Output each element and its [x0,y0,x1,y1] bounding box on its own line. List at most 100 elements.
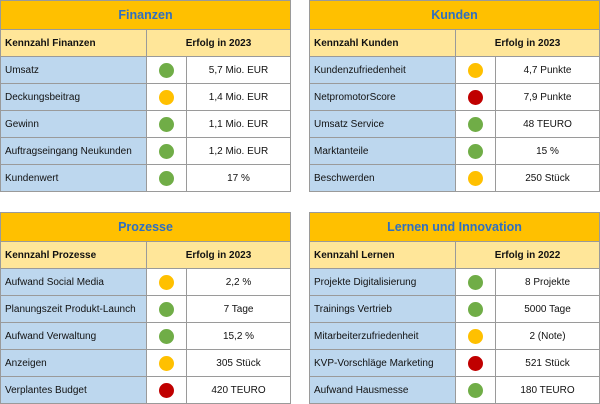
kpi-label: Aufwand Verwaltung [0,322,147,350]
kpi-label: Anzeigen [0,349,147,377]
kpi-label: Verplantes Budget [0,376,147,404]
status-indicator-icon [159,170,174,186]
table-row: Verplantes Budget 420 TEURO [0,376,292,404]
table-row: KVP-Vorschläge Marketing 521 Stück [309,349,600,377]
kpi-value: 7 Tage [185,295,292,323]
table-row: Marktanteile 15 % [309,137,600,165]
table-row: Trainings Vertrieb 5000 Tage [309,295,600,323]
kpi-value: 7,9 Punkte [495,83,600,111]
kpi-label: Aufwand Hausmesse [309,376,456,404]
kpi-table: Prozesse Kennzahl Prozesse Erfolg in 202… [0,212,292,404]
kpi-label: Auftragseingang Neukunden [0,137,147,165]
panel-title: Prozesse [0,212,292,242]
table-row: Mitarbeiterzufriedenheit 2 (Note) [309,322,600,350]
table-row: Kundenzufriedenheit 4,7 Punkte [309,56,600,84]
kpi-value: 15,2 % [185,322,292,350]
status-indicator-icon [468,116,483,132]
kpi-label: Gewinn [0,110,147,138]
kpi-label: Planungszeit Produkt-Launch [0,295,147,323]
table-row: Deckungsbeitrag 1,4 Mio. EUR [0,83,291,111]
status-indicator-icon [468,301,483,317]
kpi-label: Trainings Vertrieb [309,295,456,323]
table-row: Aufwand Hausmesse 180 TEURO [309,376,600,404]
kpi-value: 420 TEURO [185,376,292,404]
kpi-label: Mitarbeiterzufriedenheit [309,322,456,350]
table-row: Beschwerden 250 Stück [309,164,600,192]
table-row: Planungszeit Produkt-Launch 7 Tage [0,295,292,323]
kpi-value: 1,2 Mio. EUR [186,137,291,165]
kpi-value: 1,4 Mio. EUR [186,83,291,111]
table-row: Gewinn 1,1 Mio. EUR [0,110,291,138]
kpi-label: Marktanteile [309,137,456,165]
table-row: Projekte Digitalisierung 8 Projekte [309,268,600,296]
table-row: Anzeigen 305 Stück [0,349,292,377]
kpi-value: 2 (Note) [494,322,600,350]
status-indicator-icon [468,328,483,344]
kpi-value: 4,7 Punkte [495,56,600,84]
status-indicator-icon [159,382,174,398]
kpi-value: 15 % [495,137,600,165]
kpi-label: Kundenwert [0,164,147,192]
status-indicator-icon [159,328,174,344]
kpi-value: 521 Stück [494,349,600,377]
status-indicator-icon [159,355,174,371]
header-label: Kennzahl Finanzen [0,29,147,57]
kpi-table: Finanzen Kennzahl Finanzen Erfolg in 202… [0,0,291,192]
header-value: Erfolg in 2023 [146,29,291,57]
kpi-label: KVP-Vorschläge Marketing [309,349,456,377]
table-row: Umsatz Service 48 TEURO [309,110,600,138]
kpi-value: 2,2 % [185,268,292,296]
kpi-value: 1,1 Mio. EUR [186,110,291,138]
kpi-table: Lernen und Innovation Kennzahl Lernen Er… [308,212,600,404]
panel-finanzen: Finanzen Kennzahl Finanzen Erfolg in 202… [0,0,291,192]
status-indicator-icon [159,274,174,290]
panel-title: Lernen und Innovation [308,212,600,242]
panel-kunden: Kunden Kennzahl Kunden Erfolg in 2023 Ku… [309,0,600,192]
kpi-label: Beschwerden [309,164,456,192]
kpi-label: Umsatz [0,56,147,84]
kpi-value: 305 Stück [185,349,292,377]
kpi-label: Projekte Digitalisierung [309,268,456,296]
kpi-value: 5,7 Mio. EUR [186,56,291,84]
status-indicator-icon [468,274,483,290]
kpi-label: Umsatz Service [309,110,456,138]
kpi-value: 5000 Tage [494,295,600,323]
header-value: Erfolg in 2023 [145,241,292,269]
status-indicator-icon [468,382,483,398]
kpi-table: Kunden Kennzahl Kunden Erfolg in 2023 Ku… [309,0,600,192]
table-row: Umsatz 5,7 Mio. EUR [0,56,291,84]
header-value: Erfolg in 2022 [454,241,600,269]
kpi-label: NetpromotorScore [309,83,456,111]
header-label: Kennzahl Kunden [309,29,456,57]
kpi-label: Deckungsbeitrag [0,83,147,111]
status-indicator-icon [468,143,483,159]
panel-title: Kunden [309,0,600,30]
table-row: Aufwand Social Media 2,2 % [0,268,292,296]
status-indicator-icon [159,116,174,132]
status-indicator-icon [159,143,174,159]
status-indicator-icon [468,89,483,105]
table-row: Aufwand Verwaltung 15,2 % [0,322,292,350]
kpi-value: 17 % [186,164,291,192]
table-row: Auftragseingang Neukunden 1,2 Mio. EUR [0,137,291,165]
header-label: Kennzahl Lernen [309,241,456,269]
panel-prozesse: Prozesse Kennzahl Prozesse Erfolg in 202… [0,212,292,404]
kpi-label: Kundenzufriedenheit [309,56,456,84]
kpi-value: 180 TEURO [494,376,600,404]
status-indicator-icon [159,301,174,317]
status-indicator-icon [468,170,483,186]
table-row: Kundenwert 17 % [0,164,291,192]
kpi-value: 8 Projekte [494,268,600,296]
header-value: Erfolg in 2023 [455,29,600,57]
table-row: NetpromotorScore 7,9 Punkte [309,83,600,111]
header-label: Kennzahl Prozesse [0,241,147,269]
status-indicator-icon [468,355,483,371]
panel-title: Finanzen [0,0,291,30]
status-indicator-icon [468,62,483,78]
kpi-label: Aufwand Social Media [0,268,147,296]
status-indicator-icon [159,62,174,78]
kpi-value: 48 TEURO [495,110,600,138]
kpi-value: 250 Stück [495,164,600,192]
panel-lernen-innovation: Lernen und Innovation Kennzahl Lernen Er… [308,212,600,404]
status-indicator-icon [159,89,174,105]
